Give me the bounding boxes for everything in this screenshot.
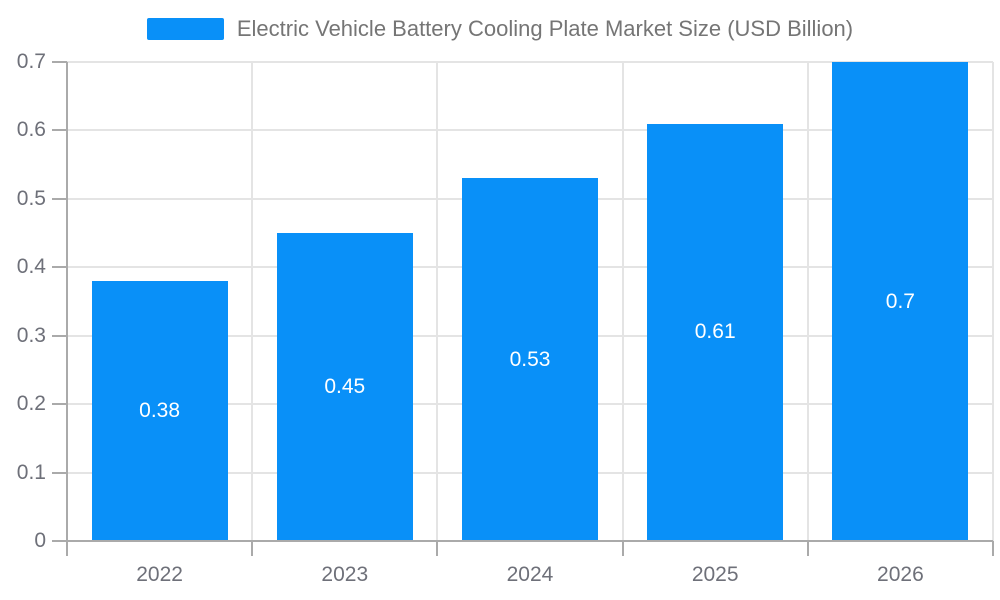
x-axis-tick (66, 541, 68, 556)
y-axis-tick-label: 0.4 (16, 255, 46, 279)
y-axis-tick-label: 0.5 (16, 186, 46, 210)
v-gridline (992, 62, 994, 541)
y-axis-line (66, 62, 68, 556)
y-axis-tick-label: 0.3 (16, 323, 46, 347)
y-axis-tick-label: 0.2 (16, 392, 46, 416)
v-gridline (436, 62, 439, 541)
y-axis-tick (52, 129, 67, 132)
y-axis-tick-label: 0 (34, 529, 46, 552)
x-axis-tick-label: 2026 (877, 563, 924, 586)
x-axis-tick (436, 541, 439, 556)
x-axis-line (52, 540, 993, 542)
chart-title[interactable]: Electric Vehicle Battery Cooling Plate M… (236, 16, 854, 41)
y-axis-tick (52, 403, 67, 406)
x-axis-tick-label: 2025 (691, 563, 739, 586)
x-axis-tick-label: 2022 (136, 563, 183, 586)
x-axis-tick-label: 2023 (321, 563, 369, 586)
bar-2024[interactable] (462, 178, 598, 541)
y-axis-tick-label: 0.6 (16, 118, 46, 142)
v-gridline (806, 62, 809, 541)
x-axis-tick-label: 2024 (506, 563, 554, 586)
x-axis-tick (251, 541, 254, 556)
bar-2025[interactable] (647, 123, 784, 541)
x-axis-tick (806, 541, 809, 556)
legend[interactable]: Electric Vehicle Battery Cooling Plate M… (0, 16, 1000, 42)
h-gridline (67, 61, 993, 63)
legend-swatch-icon[interactable] (146, 18, 224, 40)
y-axis-tick (52, 540, 67, 542)
x-axis-tick (992, 541, 994, 556)
y-axis-tick (52, 266, 67, 269)
y-axis-tick-label: 0.1 (16, 460, 46, 484)
y-axis-tick (52, 334, 67, 337)
y-axis-tick-label: 0.7 (16, 50, 46, 73)
h-gridline (67, 129, 993, 132)
v-gridline (251, 62, 254, 541)
x-axis-tick (621, 541, 624, 556)
v-gridline (621, 62, 624, 541)
bar-2026[interactable] (832, 62, 969, 541)
bar-2023[interactable] (276, 233, 413, 541)
y-axis-tick (52, 471, 67, 474)
bar-2022[interactable] (91, 280, 228, 541)
y-axis-tick (52, 197, 67, 200)
y-axis-tick (52, 61, 67, 63)
